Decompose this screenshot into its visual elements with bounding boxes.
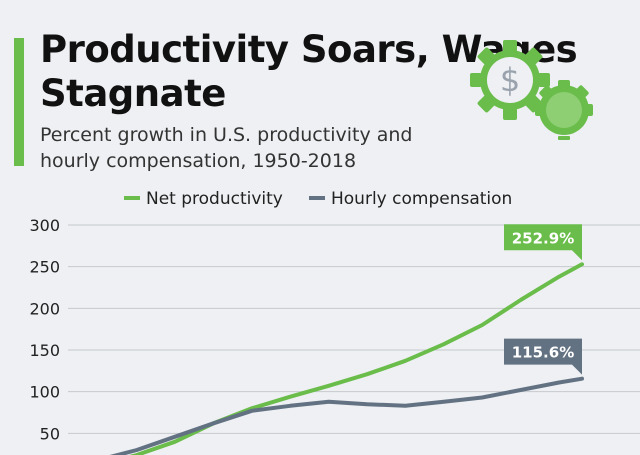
callout-value: 115.6% <box>512 344 574 362</box>
callout-box <box>504 338 582 375</box>
gears-dollar-icon: $ <box>470 40 593 140</box>
series-lines <box>109 262 584 455</box>
accent-bar <box>14 38 24 166</box>
y-tick-label-100: 100 <box>29 383 60 402</box>
y-tick-label-300: 300 <box>29 216 60 235</box>
solid-gear-icon <box>535 80 593 140</box>
svg-text:$: $ <box>500 61 520 99</box>
callout-box <box>504 224 582 261</box>
callout-value: 252.9% <box>512 229 574 247</box>
legend-label-hourly-compensation: Hourly compensation <box>331 189 512 209</box>
legend-label-net-productivity: Net productivity <box>146 189 283 209</box>
y-tick-label-250: 250 <box>29 258 60 277</box>
series-line-net-productivity <box>128 262 584 455</box>
y-axis-ticks: 50 100 150 200 250 300 <box>29 216 60 443</box>
dollar-gear-icon: $ <box>470 40 550 120</box>
end-value-callouts: 252.9% 115.6% <box>504 224 582 375</box>
line-chart: Net productivity Hourly compensation 50 1… <box>29 189 640 455</box>
legend: Net productivity Hourly compensation <box>124 189 512 209</box>
y-tick-label-50: 50 <box>40 424 60 443</box>
chart-subtitle: Percent growth in U.S. productivity and … <box>40 124 413 172</box>
series-line-hourly-compensation <box>109 376 584 455</box>
y-tick-label-200: 200 <box>29 299 60 318</box>
y-tick-label-150: 150 <box>29 341 60 360</box>
callout-net-productivity: 252.9% <box>504 224 582 261</box>
callout-hourly-compensation: 115.6% <box>504 338 582 375</box>
